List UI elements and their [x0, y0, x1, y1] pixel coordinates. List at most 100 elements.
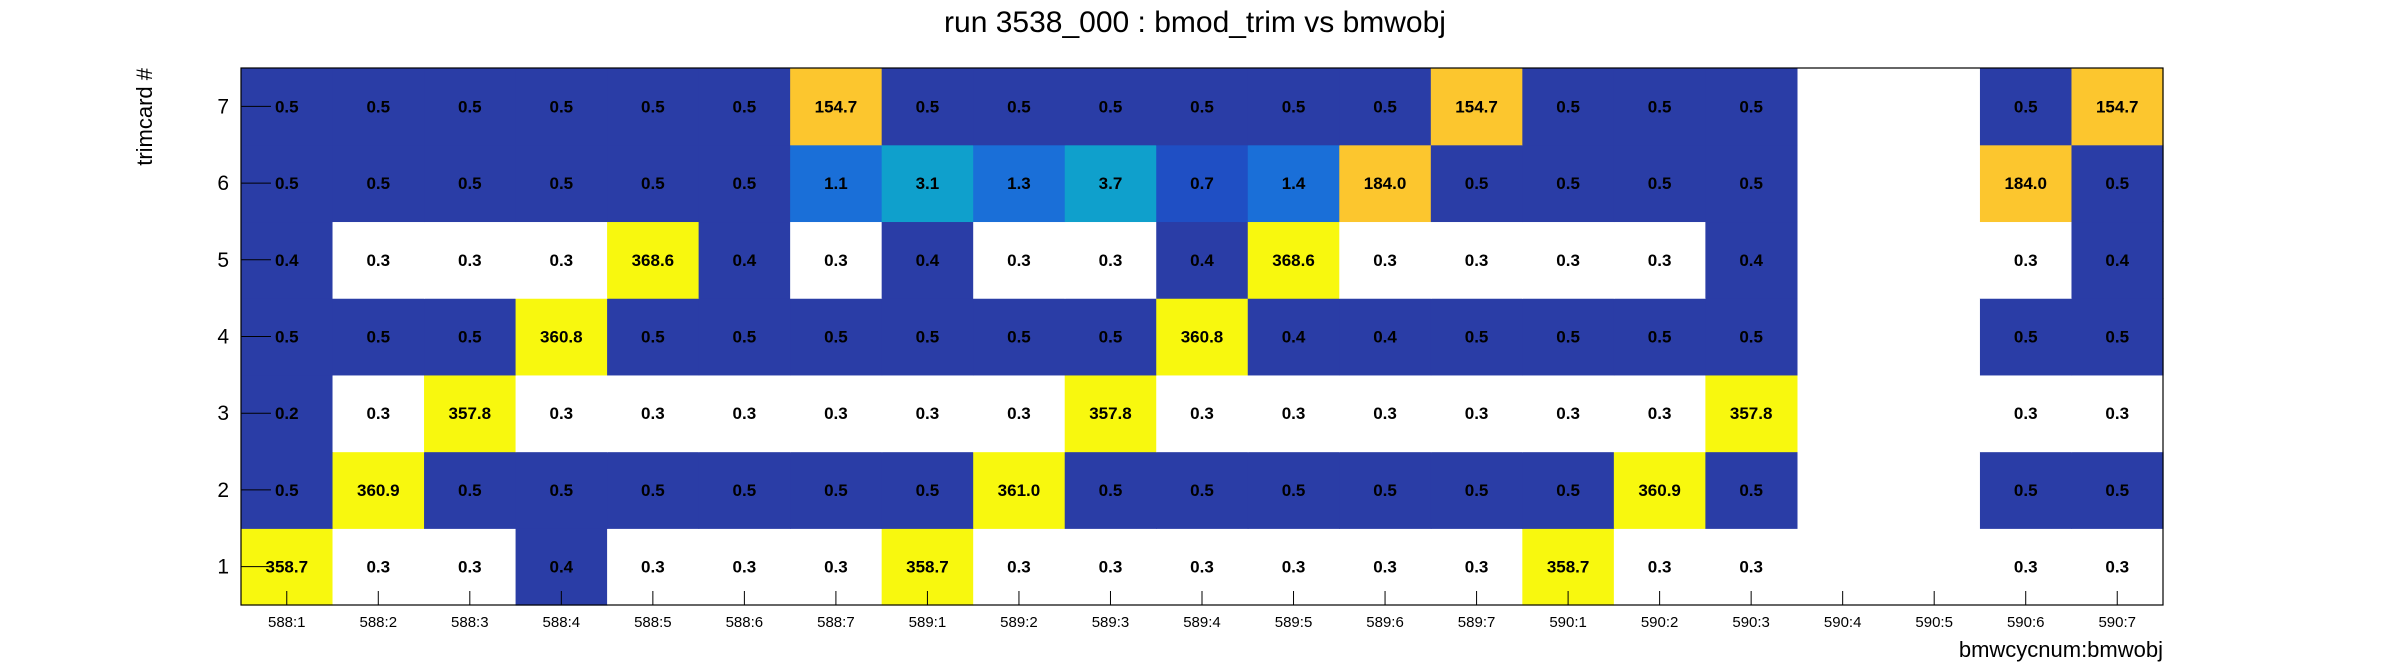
heatmap-cell [1064, 298, 1157, 376]
cell-value-label: 184.0 [2004, 174, 2047, 193]
cell-value-label: 0.5 [1007, 97, 1031, 116]
heatmap-cell [1705, 68, 1798, 146]
heatmap-cell [2071, 221, 2164, 299]
cell-value-label: 368.6 [1272, 251, 1315, 270]
heatmap-cell [698, 298, 791, 376]
heatmap-cell [1156, 298, 1249, 376]
cell-value-label: 0.3 [1190, 558, 1214, 577]
heatmap-cell [1156, 374, 1249, 453]
x-tick-label: 589:2 [1000, 614, 1038, 631]
heatmap-cell [424, 374, 517, 453]
cell-value-label: 0.5 [550, 481, 574, 500]
x-tick-label: 590:5 [1915, 614, 1953, 631]
heatmap-cell [1247, 221, 1340, 299]
x-tick-label: 588:5 [634, 614, 672, 631]
cell-value-label: 0.3 [366, 404, 390, 423]
heatmap-cell [1064, 221, 1157, 299]
cell-value-label: 0.3 [550, 404, 574, 423]
cell-value-label: 0.5 [1739, 481, 1763, 500]
x-tick-label: 589:7 [1458, 614, 1496, 631]
cell-value-label: 0.5 [1282, 481, 1306, 500]
cell-value-label: 0.3 [1739, 558, 1763, 577]
heatmap-cell [1522, 221, 1615, 299]
cell-value-label: 0.3 [824, 404, 848, 423]
heatmap-cell [515, 68, 608, 146]
y-tick-label: 4 [217, 326, 229, 349]
cell-value-label: 0.5 [733, 481, 757, 500]
heatmap-cell [1430, 298, 1523, 376]
y-axis-title: trimcard # [132, 67, 157, 166]
heatmap-cell [1156, 144, 1249, 223]
heatmap-cell [515, 298, 608, 376]
heatmap-cell [1430, 68, 1523, 146]
cell-value-label: 360.9 [1638, 481, 1681, 500]
cell-value-label: 0.5 [1465, 481, 1489, 500]
cell-value-label: 0.5 [1648, 328, 1672, 347]
cell-value-label: 0.3 [1648, 251, 1672, 270]
cell-value-label: 0.5 [1556, 174, 1580, 193]
heatmap-cell [1247, 144, 1340, 223]
cell-value-label: 154.7 [2096, 97, 2139, 116]
heatmap-cell [424, 68, 517, 146]
y-axis: 1 2 3 4 5 6 7 [217, 95, 271, 579]
cell-value-label: 0.5 [1099, 481, 1123, 500]
cell-value-label: 0.3 [2105, 558, 2129, 577]
cell-value-label: 0.5 [2105, 328, 2129, 347]
cell-value-label: 0.3 [2014, 251, 2038, 270]
cell-value-label: 0.5 [458, 328, 482, 347]
y-tick-label: 6 [217, 172, 229, 195]
cell-value-label: 0.5 [2014, 97, 2038, 116]
cell-value-label: 0.5 [733, 97, 757, 116]
heatmap-cell [332, 221, 425, 299]
cell-value-label: 0.3 [733, 404, 757, 423]
cell-value-label: 0.3 [1556, 404, 1580, 423]
cell-value-label: 0.5 [2105, 174, 2129, 193]
heatmap-cell [698, 68, 791, 146]
heatmap-cell [1979, 451, 2073, 529]
y-tick-label: 1 [217, 556, 229, 579]
cell-value-label: 0.5 [2105, 481, 2129, 500]
cell-value-label: 361.0 [998, 481, 1041, 500]
cell-value-label: 357.8 [1089, 404, 1132, 423]
cell-value-label: 0.5 [641, 481, 665, 500]
heatmap-cell [2071, 298, 2164, 376]
cell-value-label: 0.3 [1465, 558, 1489, 577]
heatmap-cell [607, 68, 700, 146]
cell-value-label: 0.5 [275, 97, 299, 116]
cell-value-label: 0.5 [550, 97, 574, 116]
cell-value-label: 0.5 [916, 97, 940, 116]
chart-title: run 3538_000 : bmod_trim vs bmwobj [944, 6, 1446, 39]
x-tick-label: 588:1 [268, 614, 306, 631]
cell-value-label: 0.3 [2014, 558, 2038, 577]
heatmap-cell [424, 451, 517, 529]
heatmap-cell [973, 144, 1066, 223]
heatmap-cell [2071, 68, 2164, 146]
cell-value-label: 0.3 [2105, 404, 2129, 423]
heatmap-cell [1522, 144, 1615, 223]
cell-value-label: 0.5 [458, 174, 482, 193]
heatmap-cell [1064, 374, 1157, 453]
heatmap-cell [881, 221, 974, 299]
heatmap-cell [1979, 221, 2073, 299]
heatmap-cell [881, 68, 974, 146]
cell-value-label: 0.5 [275, 328, 299, 347]
cell-value-label: 0.5 [733, 328, 757, 347]
heatmap-cell [515, 374, 608, 453]
heatmap-cell [698, 221, 791, 299]
x-axis-title: bmwcycnum:bmwobj [1959, 637, 2163, 662]
cell-value-label: 0.5 [1465, 174, 1489, 193]
heatmap-cell [515, 451, 608, 529]
heatmap-cell [698, 144, 791, 223]
heatmap-cell [1613, 144, 1706, 223]
cell-value-label: 0.5 [733, 174, 757, 193]
cell-value-label: 0.3 [1465, 251, 1489, 270]
cell-value-label: 0.5 [1465, 328, 1489, 347]
cell-value-label: 0.3 [824, 251, 848, 270]
heatmap-cell [1979, 374, 2073, 453]
cell-value-label: 0.3 [1099, 558, 1123, 577]
heatmap-cell [1522, 298, 1615, 376]
cell-value-label: 0.5 [1556, 481, 1580, 500]
cell-value-label: 0.3 [1007, 404, 1031, 423]
heatmap-cell [1979, 68, 2073, 146]
y-tick-label: 5 [217, 249, 229, 272]
